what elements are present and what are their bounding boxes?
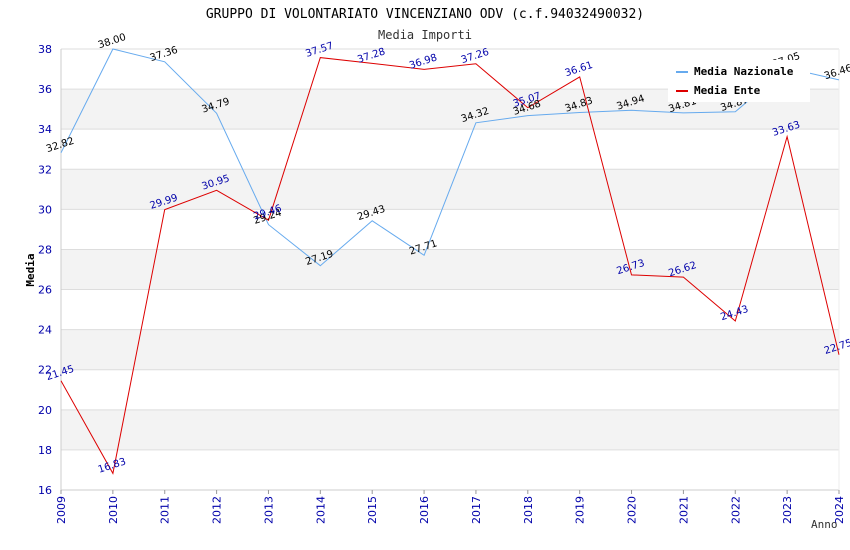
y-tick-label: 36 xyxy=(38,83,52,96)
background-band xyxy=(61,409,839,450)
y-tick-label: 24 xyxy=(38,324,52,337)
y-tick-label: 32 xyxy=(38,163,52,176)
data-label: 37.57 xyxy=(304,41,335,60)
y-axis-label: Media xyxy=(24,253,37,286)
chart-title: GRUPPO DI VOLONTARIATO VINCENZIANO ODV (… xyxy=(206,7,644,22)
data-label: 38.00 xyxy=(97,32,128,51)
background-bands xyxy=(61,89,839,450)
legend: Media Nazionale Media Ente xyxy=(668,60,810,102)
x-tick-label: 2009 xyxy=(55,496,68,524)
x-tick-label: 2012 xyxy=(211,496,224,524)
x-tick-label: 2010 xyxy=(107,496,120,524)
y-tick-label: 18 xyxy=(38,444,52,457)
y-tick-label: 28 xyxy=(38,243,52,256)
series-lines xyxy=(60,48,840,475)
legend-label-media-ente: Media Ente xyxy=(694,84,761,97)
x-tick-label: 2019 xyxy=(574,496,587,524)
y-tick-label: 34 xyxy=(38,123,52,136)
x-tick-label: 2020 xyxy=(626,496,639,524)
legend-label-media-nazionale: Media Nazionale xyxy=(694,65,794,78)
grid-lines xyxy=(61,48,839,491)
x-axis-ticks: 2009 2010 2011 2012 2013 2014 2015 2016 2017 2018… xyxy=(55,490,846,524)
series-line-media-nazionale xyxy=(60,48,840,267)
series-line-media-ente xyxy=(60,57,840,475)
x-tick-label: 2014 xyxy=(314,496,327,524)
data-label: 32.82 xyxy=(45,136,76,155)
background-band xyxy=(61,329,839,370)
data-label: 36.61 xyxy=(564,60,595,79)
y-axis-ticks: 16 18 20 22 24 26 28 30 32 34 36 38 xyxy=(38,43,52,497)
x-tick-label: 2018 xyxy=(522,496,535,524)
y-tick-label: 26 xyxy=(38,284,52,297)
y-tick-label: 16 xyxy=(38,484,52,497)
x-tick-label: 2017 xyxy=(470,496,483,524)
data-label: 37.26 xyxy=(460,47,491,66)
y-tick-label: 22 xyxy=(38,364,52,377)
x-tick-label: 2021 xyxy=(677,496,690,524)
x-tick-label: 2013 xyxy=(262,496,275,524)
x-tick-label: 2011 xyxy=(159,496,172,524)
plot-frame xyxy=(60,49,840,491)
y-tick-label: 38 xyxy=(38,43,52,56)
legend-box xyxy=(668,60,810,102)
y-tick-label: 20 xyxy=(38,404,52,417)
x-tick-label: 2016 xyxy=(418,496,431,524)
x-tick-label: 2023 xyxy=(781,496,794,524)
y-tick-label: 30 xyxy=(38,203,52,216)
x-tick-label: 2022 xyxy=(729,496,742,524)
background-band xyxy=(61,249,839,290)
chart-subtitle: Media Importi xyxy=(378,28,472,42)
x-tick-label: 2015 xyxy=(366,496,379,524)
x-tick-label: 2024 xyxy=(833,496,846,524)
x-axis-label: Anno xyxy=(811,518,838,531)
